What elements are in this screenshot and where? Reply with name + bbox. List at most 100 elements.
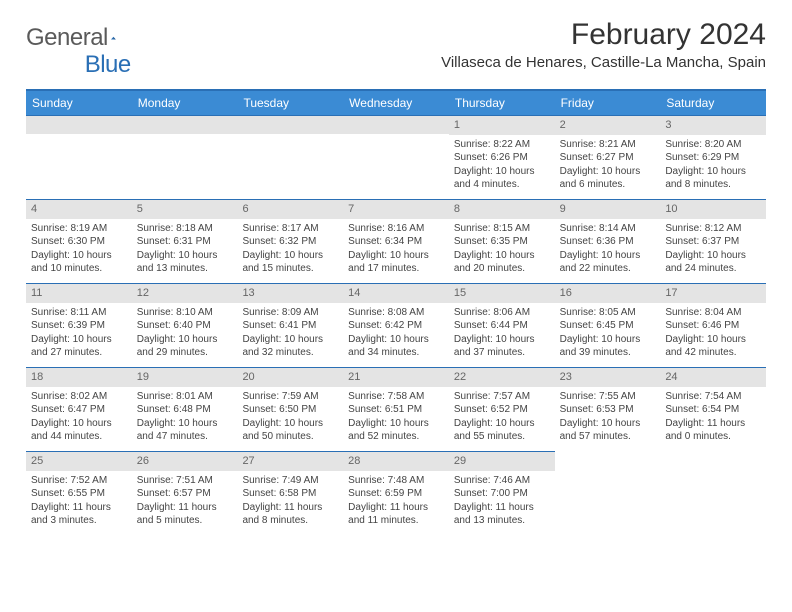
day-details: Sunrise: 8:09 AMSunset: 6:41 PMDaylight:… [242, 306, 338, 360]
day-details: Sunrise: 8:19 AMSunset: 6:30 PMDaylight:… [31, 222, 127, 276]
day-cell: 24Sunrise: 7:54 AMSunset: 6:54 PMDayligh… [660, 367, 766, 451]
empty-day-bar [343, 115, 449, 134]
day-number-bar: 25 [26, 451, 132, 471]
day-number-bar: 27 [237, 451, 343, 471]
empty-day-cell [237, 115, 343, 199]
day-number-bar: 8 [449, 199, 555, 219]
day-number: 22 [454, 371, 466, 383]
day-number-bar: 13 [237, 283, 343, 303]
day-number-bar: 20 [237, 367, 343, 387]
day-number-bar: 2 [555, 115, 661, 135]
day-number: 14 [348, 287, 360, 299]
day-cell: 12Sunrise: 8:10 AMSunset: 6:40 PMDayligh… [132, 283, 238, 367]
day-number: 17 [665, 287, 677, 299]
day-number-bar: 16 [555, 283, 661, 303]
day-cell: 3Sunrise: 8:20 AMSunset: 6:29 PMDaylight… [660, 115, 766, 199]
day-details: Sunrise: 8:01 AMSunset: 6:48 PMDaylight:… [137, 390, 233, 444]
day-number-bar: 10 [660, 199, 766, 219]
day-number-bar: 5 [132, 199, 238, 219]
day-details: Sunrise: 7:52 AMSunset: 6:55 PMDaylight:… [31, 474, 127, 528]
day-cell: 26Sunrise: 7:51 AMSunset: 6:57 PMDayligh… [132, 451, 238, 535]
title-block: February 2024 Villaseca de Henares, Cast… [441, 18, 766, 71]
weeks-container: 1Sunrise: 8:22 AMSunset: 6:26 PMDaylight… [26, 115, 766, 535]
day-cell: 10Sunrise: 8:12 AMSunset: 6:37 PMDayligh… [660, 199, 766, 283]
day-cell: 23 Sunrise: 7:55 AMSunset: 6:53 PMDayligh… [555, 367, 661, 451]
day-details: Sunrise: 8:06 AMSunset: 6:44 PMDaylight:… [454, 306, 550, 360]
week-row: 11Sunrise: 8:11 AMSunset: 6:39 PMDayligh… [26, 283, 766, 367]
week-row: 4 Sunrise: 8:19 AMSunset: 6:30 PMDaylight… [26, 199, 766, 283]
day-number-bar: 3 [660, 115, 766, 135]
day-details: Sunrise: 8:08 AMSunset: 6:42 PMDaylight:… [348, 306, 444, 360]
day-cell: 9 Sunrise: 8:14 AMSunset: 6:36 PMDaylight… [555, 199, 661, 283]
day-details: Sunrise: 7:57 AMSunset: 6:52 PMDaylight:… [454, 390, 550, 444]
day-number: 5 [137, 203, 143, 215]
day-number-bar: 22 [449, 367, 555, 387]
day-cell: 19 Sunrise: 8:01 AMSunset: 6:48 PMDayligh… [132, 367, 238, 451]
empty-day-cell [660, 451, 766, 535]
day-number: 12 [137, 287, 149, 299]
day-number-bar: 28 [343, 451, 449, 471]
empty-day-bar [132, 115, 238, 134]
day-cell: 28Sunrise: 7:48 AMSunset: 6:59 PMDayligh… [343, 451, 449, 535]
day-number-bar: 24 [660, 367, 766, 387]
day-cell: 18 Sunrise: 8:02 AMSunset: 6:47 PMDayligh… [26, 367, 132, 451]
weekday-header: Friday [555, 91, 661, 115]
day-details: Sunrise: 8:16 AMSunset: 6:34 PMDaylight:… [348, 222, 444, 276]
day-cell: 13 Sunrise: 8:09 AMSunset: 6:41 PMDayligh… [237, 283, 343, 367]
day-details: Sunrise: 8:02 AMSunset: 6:47 PMDaylight:… [31, 390, 127, 444]
day-cell: 5 Sunrise: 8:18 AMSunset: 6:31 PMDaylight… [132, 199, 238, 283]
day-cell: 15 Sunrise: 8:06 AMSunset: 6:44 PMDayligh… [449, 283, 555, 367]
weekday-header-row: SundayMondayTuesdayWednesdayThursdayFrid… [26, 91, 766, 115]
weekday-header: Monday [132, 91, 238, 115]
day-number-bar: 6 [237, 199, 343, 219]
day-number: 6 [242, 203, 248, 215]
day-cell: 7 Sunrise: 8:16 AMSunset: 6:34 PMDaylight… [343, 199, 449, 283]
day-cell: 21Sunrise: 7:58 AMSunset: 6:51 PMDayligh… [343, 367, 449, 451]
day-number-bar: 12 [132, 283, 238, 303]
day-cell: 1Sunrise: 8:22 AMSunset: 6:26 PMDaylight… [449, 115, 555, 199]
weekday-header: Tuesday [237, 91, 343, 115]
day-number-bar: 7 [343, 199, 449, 219]
day-cell: 17Sunrise: 8:04 AMSunset: 6:46 PMDayligh… [660, 283, 766, 367]
day-number-bar: 11 [26, 283, 132, 303]
empty-day-cell [132, 115, 238, 199]
day-number-bar: 21 [343, 367, 449, 387]
day-number: 21 [348, 371, 360, 383]
day-details: Sunrise: 8:17 AMSunset: 6:32 PMDaylight:… [242, 222, 338, 276]
day-number: 16 [560, 287, 572, 299]
day-details: Sunrise: 8:15 AMSunset: 6:35 PMDaylight:… [454, 222, 550, 276]
day-number: 2 [560, 119, 566, 131]
day-number-bar: 23 [555, 367, 661, 387]
day-number: 4 [31, 203, 37, 215]
day-cell: 6 Sunrise: 8:17 AMSunset: 6:32 PMDaylight… [237, 199, 343, 283]
day-number: 24 [665, 371, 677, 383]
day-number: 25 [31, 455, 43, 467]
day-details: Sunrise: 7:55 AMSunset: 6:53 PMDaylight:… [560, 390, 656, 444]
week-row: 25 Sunrise: 7:52 AMSunset: 6:55 PMDayligh… [26, 451, 766, 535]
empty-day-cell [555, 451, 661, 535]
empty-day-bar [237, 115, 343, 134]
weekday-header: Sunday [26, 91, 132, 115]
day-number-bar: 15 [449, 283, 555, 303]
day-cell: 29Sunrise: 7:46 AMSunset: 7:00 PMDayligh… [449, 451, 555, 535]
day-cell: 16Sunrise: 8:05 AMSunset: 6:45 PMDayligh… [555, 283, 661, 367]
calendar-page: General February 2024 Villaseca de Henar… [0, 0, 792, 535]
day-number-bar: 26 [132, 451, 238, 471]
day-number: 7 [348, 203, 354, 215]
day-details: Sunrise: 8:14 AMSunset: 6:36 PMDaylight:… [560, 222, 656, 276]
weekday-header: Wednesday [343, 91, 449, 115]
day-cell: 25 Sunrise: 7:52 AMSunset: 6:55 PMDayligh… [26, 451, 132, 535]
day-number: 18 [31, 371, 43, 383]
day-number: 9 [560, 203, 566, 215]
day-number: 13 [242, 287, 254, 299]
day-number: 19 [137, 371, 149, 383]
logo-text-blue: Blue [85, 51, 131, 79]
day-number: 3 [665, 119, 671, 131]
day-number: 26 [137, 455, 149, 467]
day-number: 8 [454, 203, 460, 215]
day-number: 27 [242, 455, 254, 467]
day-number-bar: 9 [555, 199, 661, 219]
week-row: 1Sunrise: 8:22 AMSunset: 6:26 PMDaylight… [26, 115, 766, 199]
day-number: 10 [665, 203, 677, 215]
day-details: Sunrise: 8:18 AMSunset: 6:31 PMDaylight:… [137, 222, 233, 276]
